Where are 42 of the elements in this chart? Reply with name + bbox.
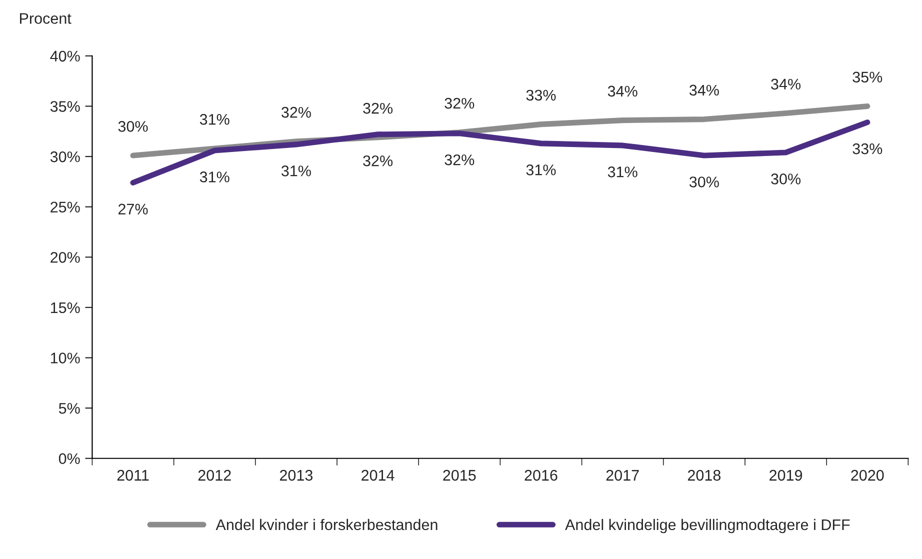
y-tick-label: 25% [50, 202, 80, 213]
x-tick-label: 2013 [280, 470, 313, 481]
data-label: 33% [852, 143, 882, 154]
x-tick-label: 2011 [117, 470, 149, 481]
data-label: 27% [118, 204, 148, 214]
data-label: 32% [444, 98, 474, 109]
y-tick-label: 0% [58, 453, 80, 464]
y-tick-label: 5% [58, 403, 80, 414]
y-tick-label: 15% [50, 302, 80, 314]
data-label: 34% [608, 86, 638, 97]
data-label: 30% [771, 174, 801, 184]
data-label: 30% [118, 121, 148, 132]
y-axis-title: Procent [20, 13, 72, 24]
y-tick-label: 40% [50, 50, 80, 62]
x-tick-label: 2015 [443, 470, 476, 481]
x-tick-label: 2017 [606, 470, 639, 481]
data-label: 34% [689, 84, 719, 96]
data-label: 34% [771, 78, 801, 90]
data-label: 30% [689, 176, 719, 188]
y-tick-label: 30% [50, 151, 80, 162]
legend-label: Andel kvinder i forskerbestanden [216, 518, 438, 530]
y-tick-label: 10% [50, 352, 80, 364]
x-tick-label: 2018 [688, 470, 721, 481]
x-tick-label: 2016 [524, 470, 558, 481]
x-tick-label: 2019 [770, 470, 802, 481]
data-label: 32% [363, 102, 393, 114]
x-tick-label: 2020 [851, 470, 884, 481]
data-label: 31% [526, 164, 556, 176]
data-label: 31% [281, 166, 311, 176]
data-label: 31% [608, 166, 638, 178]
legend-label: Andel kvindelige bevillingmodtagere i DFF [565, 518, 850, 534]
data-label: 31% [200, 172, 230, 182]
x-tick-label: 2014 [362, 470, 394, 481]
data-label: 31% [200, 114, 230, 125]
y-tick-label: 35% [50, 101, 80, 112]
data-label: 32% [281, 106, 311, 118]
data-label: 33% [526, 90, 556, 101]
x-tick-label: 2012 [198, 470, 231, 481]
y-tick-label: 20% [50, 252, 80, 263]
data-label: 32% [363, 155, 393, 166]
data-label: 35% [852, 72, 882, 83]
data-label: 32% [444, 154, 474, 166]
